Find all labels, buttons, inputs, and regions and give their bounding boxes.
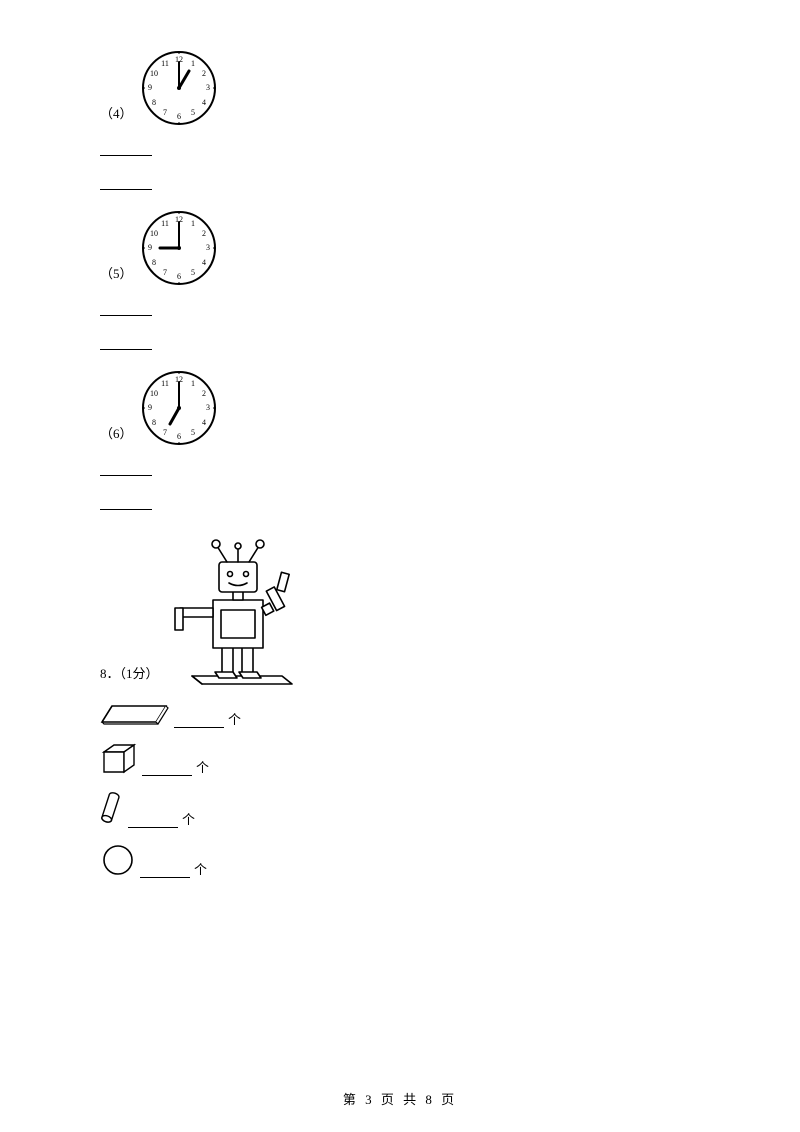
answer-blank[interactable]: [128, 814, 178, 828]
svg-text:1: 1: [191, 379, 195, 388]
svg-text:10: 10: [150, 69, 158, 78]
svg-text:5: 5: [191, 268, 195, 277]
svg-text:3: 3: [206, 83, 210, 92]
svg-text:11: 11: [161, 379, 169, 388]
svg-text:3: 3: [206, 403, 210, 412]
cylinder-icon: [100, 790, 124, 828]
svg-text:9: 9: [148, 83, 152, 92]
svg-text:1: 1: [191, 219, 195, 228]
shape-row-cube: 个: [100, 742, 700, 776]
clock-icon: 1212 345 678 91011: [139, 208, 219, 288]
cube-icon: [100, 742, 138, 776]
parallelogram-icon: [100, 702, 170, 728]
answer-blank[interactable]: [142, 762, 192, 776]
svg-text:8: 8: [152, 258, 156, 267]
svg-text:10: 10: [150, 229, 158, 238]
svg-text:7: 7: [163, 108, 167, 117]
svg-text:4: 4: [202, 98, 206, 107]
unit-label: 个: [196, 757, 209, 776]
unit-label: 个: [182, 809, 195, 828]
svg-text:10: 10: [150, 389, 158, 398]
svg-text:8: 8: [152, 98, 156, 107]
question-8: 8．（1分）: [100, 528, 700, 688]
answer-blank[interactable]: [140, 864, 190, 878]
svg-text:7: 7: [163, 268, 167, 277]
svg-text:4: 4: [202, 258, 206, 267]
answer-blank[interactable]: [100, 494, 152, 510]
svg-text:2: 2: [202, 229, 206, 238]
page-footer: 第 3 页 共 8 页: [0, 1089, 800, 1108]
svg-text:7: 7: [163, 428, 167, 437]
shape-row-parallelogram: 个: [100, 702, 700, 728]
answer-blank[interactable]: [100, 174, 152, 190]
svg-text:2: 2: [202, 389, 206, 398]
clock-icon: 1212 345 678 91011: [139, 48, 219, 128]
svg-text:9: 9: [148, 243, 152, 252]
answer-blank[interactable]: [100, 334, 152, 350]
svg-text:5: 5: [191, 428, 195, 437]
robot-icon: [167, 528, 307, 688]
unit-label: 个: [194, 859, 207, 878]
svg-text:1: 1: [191, 59, 195, 68]
item-label: 8．（1分）: [100, 663, 159, 688]
question-item-5: （5） 1212 345 678 91011: [100, 208, 700, 288]
answer-blank[interactable]: [100, 460, 152, 476]
question-item-6: （6） 1212 345 678 91011: [100, 368, 700, 448]
svg-text:4: 4: [202, 418, 206, 427]
svg-text:3: 3: [206, 243, 210, 252]
item-label: （4）: [100, 103, 133, 128]
unit-label: 个: [228, 709, 241, 728]
svg-text:6: 6: [177, 272, 181, 281]
svg-text:8: 8: [152, 418, 156, 427]
answer-blank[interactable]: [174, 714, 224, 728]
svg-text:6: 6: [177, 112, 181, 121]
circle-icon: [100, 842, 136, 878]
svg-text:6: 6: [177, 432, 181, 441]
shape-row-circle: 个: [100, 842, 700, 878]
svg-text:5: 5: [191, 108, 195, 117]
shape-row-cylinder: 个: [100, 790, 700, 828]
svg-text:2: 2: [202, 69, 206, 78]
item-label: （5）: [100, 263, 133, 288]
svg-text:9: 9: [148, 403, 152, 412]
clock-icon: 1212 345 678 91011: [139, 368, 219, 448]
svg-text:11: 11: [161, 59, 169, 68]
answer-blank[interactable]: [100, 140, 152, 156]
question-item-4: （4） 1212 345 678 91011: [100, 48, 700, 128]
svg-text:11: 11: [161, 219, 169, 228]
answer-blank[interactable]: [100, 300, 152, 316]
item-label: （6）: [100, 423, 133, 448]
